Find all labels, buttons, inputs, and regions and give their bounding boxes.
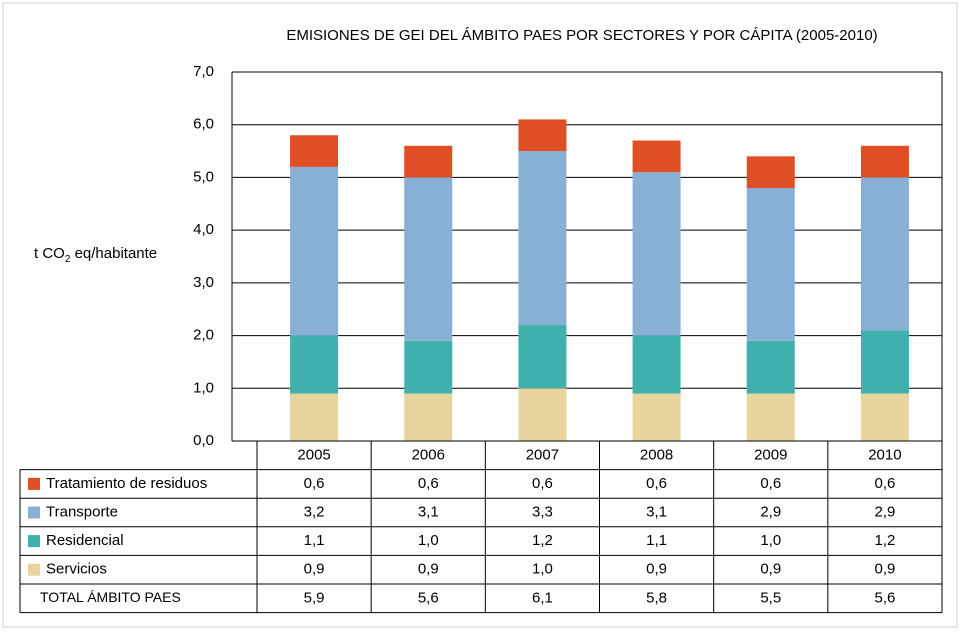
legend-swatch xyxy=(28,563,40,576)
table-value: 5,9 xyxy=(304,589,325,606)
table-value: 3,2 xyxy=(304,503,325,520)
table-value: 0,9 xyxy=(646,561,667,578)
table-value: 3,3 xyxy=(532,503,553,520)
y-tick-label: 6,0 xyxy=(193,116,214,133)
table-value: 1,0 xyxy=(532,561,553,578)
x-tick-label: 2009 xyxy=(754,446,787,463)
table-value: 2,9 xyxy=(760,503,781,520)
table-value: 1,2 xyxy=(874,532,895,549)
table-value: 5,8 xyxy=(646,589,667,606)
legend-label: Tratamiento de residuos xyxy=(46,475,207,492)
bar-segment xyxy=(632,172,681,336)
bar-segment xyxy=(746,393,795,441)
chart-title: EMISIONES DE GEI DEL ÁMBITO PAES POR SEC… xyxy=(286,27,877,44)
table-value: 2,9 xyxy=(874,503,895,520)
table-value: 0,6 xyxy=(646,475,667,492)
bar-segment xyxy=(518,119,567,152)
x-tick-label: 2010 xyxy=(868,446,901,463)
total-label: TOTAL ÁMBITO PAES xyxy=(40,589,181,605)
bar-segment xyxy=(404,393,453,441)
y-tick-label: 2,0 xyxy=(193,327,214,344)
bar-segment xyxy=(746,156,795,188)
table-value: 5,5 xyxy=(760,589,781,606)
table-value: 5,6 xyxy=(418,589,439,606)
table-value: 1,1 xyxy=(646,532,667,549)
x-tick-label: 2008 xyxy=(640,446,673,463)
table-value: 0,9 xyxy=(304,561,325,578)
bar-segment xyxy=(290,393,339,441)
y-tick-label: 5,0 xyxy=(193,168,214,185)
bar-segment xyxy=(404,177,453,341)
legend-swatch xyxy=(28,477,40,490)
x-tick-label: 2005 xyxy=(297,446,330,463)
table-value: 6,1 xyxy=(532,589,553,606)
bar-segment xyxy=(860,393,909,441)
table-value: 3,1 xyxy=(646,503,667,520)
bar-segment xyxy=(290,135,339,167)
bar-segment xyxy=(746,187,795,341)
y-axis-label: t CO2 eq/habitante xyxy=(34,245,157,265)
bar-segment xyxy=(632,140,681,173)
table-value: 0,6 xyxy=(532,475,553,492)
bar-segment xyxy=(860,330,909,394)
x-tick-label: 2007 xyxy=(526,446,559,463)
bar-segment xyxy=(518,325,567,389)
bar-segment xyxy=(746,340,795,394)
bar-segment xyxy=(632,335,681,394)
bar-segment xyxy=(290,166,339,336)
legend-label: Residencial xyxy=(46,532,124,549)
table-value: 0,9 xyxy=(418,561,439,578)
table-value: 0,6 xyxy=(760,475,781,492)
table-value: 5,6 xyxy=(874,589,895,606)
table-value: 0,6 xyxy=(874,475,895,492)
table-value: 1,0 xyxy=(760,532,781,549)
y-tick-label: 7,0 xyxy=(193,63,214,80)
legend-label: Servicios xyxy=(46,561,107,578)
x-tick-label: 2006 xyxy=(412,446,445,463)
y-tick-label: 1,0 xyxy=(193,379,214,396)
bar-segment xyxy=(632,393,681,441)
y-tick-label: 3,0 xyxy=(193,274,214,291)
table-value: 0,6 xyxy=(304,475,325,492)
bar-segment xyxy=(404,145,453,178)
table-value: 0,9 xyxy=(760,561,781,578)
table-value: 0,9 xyxy=(874,561,895,578)
y-label-text: t CO xyxy=(34,245,65,262)
table-value: 3,1 xyxy=(418,503,439,520)
table-value: 1,2 xyxy=(532,532,553,549)
bar-segment xyxy=(860,145,909,178)
frame xyxy=(2,2,958,628)
y-label-sub: 2 xyxy=(65,254,71,265)
table-value: 0,6 xyxy=(418,475,439,492)
y-label-suffix: eq/habitante xyxy=(70,245,157,262)
bar-segment xyxy=(404,340,453,394)
y-tick-label: 0,0 xyxy=(193,432,214,449)
bar-segment xyxy=(518,151,567,326)
legend-swatch xyxy=(28,506,40,519)
bar-segment xyxy=(290,335,339,394)
legend-label: Transporte xyxy=(46,503,118,520)
bar-segment xyxy=(860,177,909,331)
bar-segment xyxy=(518,388,567,441)
legend-swatch xyxy=(28,535,40,548)
table-value: 1,1 xyxy=(304,532,325,549)
y-tick-label: 4,0 xyxy=(193,221,214,238)
table-value: 1,0 xyxy=(418,532,439,549)
